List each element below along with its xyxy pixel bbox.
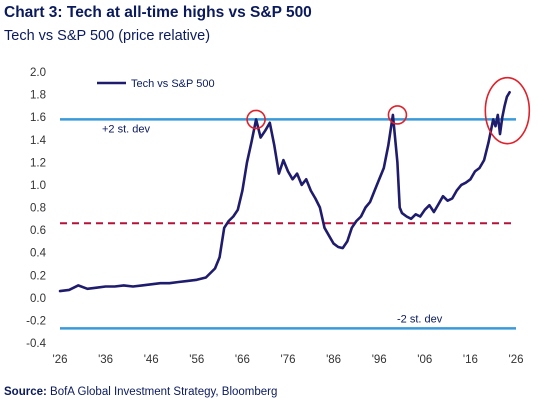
series-line — [58, 91, 511, 293]
y-tick-label: 1.4 — [30, 135, 47, 147]
highlight-circle — [484, 76, 531, 145]
legend-label: Tech vs S&P 500 — [131, 78, 215, 90]
x-tick-label: '66 — [235, 354, 250, 366]
source-text: BofA Global Investment Strategy, Bloombe… — [50, 386, 278, 398]
series-layer — [58, 91, 511, 293]
x-tick-label: '06 — [417, 354, 432, 366]
y-tick-label: 2.0 — [30, 67, 46, 79]
y-tick-label: 0.8 — [30, 203, 46, 215]
x-tick-label: '26 — [53, 354, 68, 366]
y-tick-label: 0.2 — [30, 270, 46, 282]
y-tick-label: 1.6 — [30, 112, 46, 124]
x-tick-label: '76 — [281, 354, 296, 366]
y-tick-label: 0.0 — [30, 293, 46, 305]
reference-line-label: -2 st. dev — [397, 313, 443, 325]
x-tick-label: '86 — [326, 354, 341, 366]
chart-title: Chart 3: Tech at all-time highs vs S&P 5… — [4, 4, 312, 21]
x-tick-label: '46 — [144, 354, 159, 366]
x-tick-label: '26 — [509, 354, 524, 366]
y-tick-label: 1.2 — [30, 157, 46, 169]
source-label: Source: — [4, 386, 47, 398]
reference-line-label: +2 st. dev — [102, 123, 151, 135]
y-tick-label: -0.4 — [26, 338, 46, 350]
x-tick-label: '36 — [98, 354, 113, 366]
x-axis: '26 '36 '46 '56 '66 '76 '86 '96 '06 '16 '26 — [53, 354, 524, 366]
highlight-circle — [246, 109, 266, 130]
x-tick-label: '16 — [463, 354, 478, 366]
x-tick-label: '96 — [372, 354, 387, 366]
reference-lines: +2 st. dev -2 st. dev — [60, 118, 516, 330]
y-tick-label: 0.4 — [30, 248, 47, 260]
y-tick-label: 0.6 — [30, 225, 46, 237]
y-tick-label: 1.0 — [30, 180, 46, 192]
highlight-circles — [246, 76, 531, 145]
y-tick-label: -0.2 — [26, 315, 46, 327]
x-tick-label: '56 — [189, 354, 204, 366]
chart-subtitle: Tech vs S&P 500 (price relative) — [4, 28, 211, 44]
source-note: Source: BofA Global Investment Strategy,… — [4, 386, 277, 398]
y-axis: 2.0 1.8 1.6 1.4 1.2 1.0 0.8 0.6 0.4 0.2 0.0 -0.2 -0.… — [26, 67, 46, 350]
y-tick-label: 1.8 — [30, 90, 46, 102]
legend: Tech vs S&P 500 — [97, 78, 215, 90]
highlight-circle — [387, 105, 408, 125]
